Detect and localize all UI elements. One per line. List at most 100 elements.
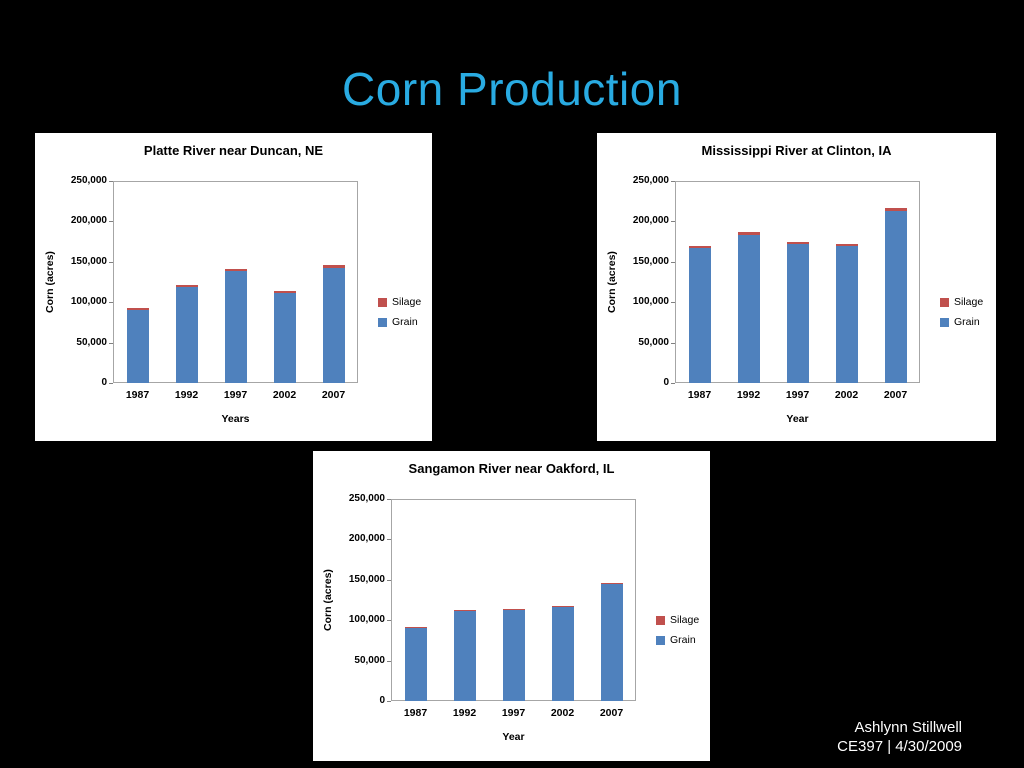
legend-item-silage: Silage — [378, 296, 421, 308]
slide-title: Corn Production — [342, 63, 682, 115]
y-tick-label: 150,000 — [348, 573, 385, 585]
legend-swatch-grain-icon — [940, 317, 949, 327]
y-tick-mark — [109, 383, 113, 384]
y-axis-title: Corn (acres) — [606, 251, 618, 313]
bar-silage — [322, 265, 345, 268]
legend-item-silage: Silage — [940, 296, 983, 308]
x-axis-title: Years — [221, 413, 250, 425]
y-tick-label: 50,000 — [76, 336, 107, 348]
chart-panel-sangamon-river: Sangamon River near Oakford, IL 0 50,000 1… — [313, 451, 710, 761]
y-tick-label: 0 — [663, 377, 669, 388]
x-tick-label: 1987 — [403, 707, 428, 719]
bar-silage — [224, 269, 247, 271]
y-tick-mark — [671, 343, 675, 344]
bar-silage — [502, 609, 525, 610]
y-tick-mark — [387, 620, 391, 621]
y-tick-mark — [109, 221, 113, 222]
x-tick-label: 1997 — [501, 707, 526, 719]
legend: Silage Grain — [940, 296, 983, 328]
bar-silage — [175, 285, 198, 287]
y-tick-mark — [109, 262, 113, 263]
bar-grain — [404, 628, 427, 701]
x-tick-label: 2007 — [321, 389, 346, 401]
bar-silage — [600, 583, 623, 584]
y-tick-mark — [387, 701, 391, 702]
x-tick-label: 2002 — [550, 707, 575, 719]
bar-silage — [688, 246, 711, 248]
bar-grain — [273, 293, 296, 383]
y-tick-mark — [387, 580, 391, 581]
bar-grain — [322, 268, 345, 383]
legend-label: Silage — [392, 296, 422, 308]
credit-course-date: CE397 | 4/30/2009 — [837, 738, 962, 755]
bar-silage — [786, 242, 809, 244]
legend-item-grain: Grain — [940, 316, 983, 328]
bar-silage — [835, 244, 858, 246]
bar-grain — [688, 248, 711, 383]
legend: Silage Grain — [378, 296, 421, 328]
y-tick-mark — [109, 343, 113, 344]
y-tick-label: 100,000 — [70, 296, 107, 308]
bar-silage — [404, 627, 427, 628]
legend-label: Silage — [954, 296, 984, 308]
legend-label: Silage — [670, 614, 700, 626]
credit-author: Ashlynn Stillwell — [854, 719, 962, 736]
bar-grain — [224, 271, 247, 383]
chart-plot-region: 0 50,000 100,000 150,000 200,000 250,000 1987 1… — [597, 165, 996, 441]
bar-silage — [126, 308, 149, 310]
y-tick-label: 200,000 — [70, 215, 107, 227]
x-tick-label: 1992 — [736, 389, 761, 401]
bar-grain — [786, 244, 809, 383]
y-tick-label: 250,000 — [632, 175, 669, 186]
x-tick-label: 1987 — [687, 389, 712, 401]
x-tick-label: 2007 — [883, 389, 908, 401]
y-tick-label: 250,000 — [348, 493, 385, 504]
legend-item-silage: Silage — [656, 614, 699, 626]
y-tick-label: 150,000 — [632, 255, 669, 267]
y-tick-label: 50,000 — [638, 336, 669, 348]
y-tick-mark — [671, 262, 675, 263]
y-tick-label: 0 — [379, 695, 385, 706]
y-tick-label: 0 — [101, 377, 107, 388]
legend-swatch-grain-icon — [656, 635, 665, 645]
x-tick-label: 1992 — [452, 707, 477, 719]
bar-grain — [453, 611, 476, 701]
bar-grain — [551, 607, 574, 701]
x-tick-label: 2007 — [599, 707, 624, 719]
bar-grain — [502, 610, 525, 701]
y-axis-title: Corn (acres) — [322, 569, 334, 631]
x-tick-label: 1987 — [125, 389, 150, 401]
chart-plot-region: 0 50,000 100,000 150,000 200,000 250,000 1987 1… — [35, 165, 432, 441]
x-axis-title: Year — [786, 413, 809, 425]
chart-title: Mississippi River at Clinton, IA — [701, 143, 892, 158]
x-tick-label: 1997 — [223, 389, 248, 401]
x-axis-title: Year — [502, 731, 525, 743]
bar-silage — [884, 208, 907, 211]
y-tick-label: 200,000 — [348, 533, 385, 545]
x-tick-label: 2002 — [834, 389, 859, 401]
y-tick-label: 50,000 — [354, 654, 385, 666]
chart-plot-region: 0 50,000 100,000 150,000 200,000 250,000 1987 1… — [313, 483, 710, 761]
y-tick-label: 100,000 — [348, 614, 385, 626]
y-tick-mark — [387, 661, 391, 662]
legend-label: Grain — [392, 316, 418, 328]
chart-panel-mississippi-river: Mississippi River at Clinton, IA 0 50,000… — [597, 133, 996, 441]
legend-label: Grain — [954, 316, 980, 328]
y-tick-label: 250,000 — [70, 175, 107, 186]
legend-swatch-silage-icon — [378, 297, 387, 307]
y-tick-label: 150,000 — [70, 255, 107, 267]
bar-grain — [126, 310, 149, 383]
credit-text: Ashlynn Stillwell CE397 | 4/30/2009 — [837, 718, 962, 756]
chart-title: Sangamon River near Oakford, IL — [408, 461, 615, 476]
legend-label: Grain — [670, 634, 696, 646]
y-tick-mark — [671, 302, 675, 303]
bar-grain — [884, 211, 907, 383]
x-tick-label: 2002 — [272, 389, 297, 401]
y-tick-mark — [387, 499, 391, 500]
y-axis-title: Corn (acres) — [44, 251, 56, 313]
bar-silage — [453, 610, 476, 611]
legend-swatch-grain-icon — [378, 317, 387, 327]
legend-item-grain: Grain — [656, 634, 699, 646]
x-tick-label: 1997 — [785, 389, 810, 401]
chart-panel-platte-river: Platte River near Duncan, NE 0 50,000 100,… — [35, 133, 432, 441]
